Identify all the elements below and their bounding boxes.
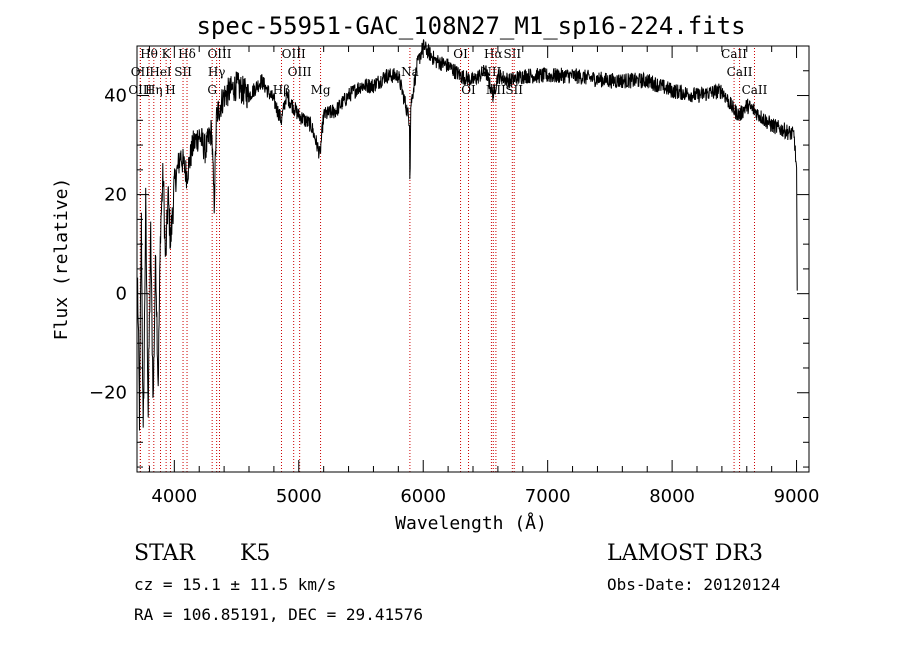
spectral-line-label: OIII (207, 47, 231, 61)
observation-date: Obs-Date: 20120124 (607, 575, 780, 594)
spectral-line-label: H (165, 83, 175, 97)
spectral-line-label: Hη (145, 83, 163, 97)
spectral-line-label: OI (453, 47, 468, 61)
object-subclass: K5 (240, 541, 270, 566)
spectral-line-label: G (207, 83, 217, 97)
x-tick-label: 7000 (525, 486, 571, 507)
spectral-line-label: Hγ (208, 65, 226, 79)
spectrum-figure: spec-55951-GAC_108N27_M1_sp16-224.fits H… (0, 0, 900, 649)
x-tick-label: 8000 (649, 486, 695, 507)
survey-label: LAMOST DR3 (607, 541, 763, 566)
spectral-line-label: Hδ (178, 47, 196, 61)
object-class: STAR (134, 541, 196, 566)
x-tick-label: 5000 (276, 486, 322, 507)
spectral-line-label: SII (174, 65, 192, 79)
spectral-line-label: CaII (727, 65, 753, 79)
coordinates: RA = 106.85191, DEC = 29.41576 (134, 605, 423, 624)
chart-title: spec-55951-GAC_108N27_M1_sp16-224.fits (196, 12, 745, 40)
spectral-line-label: HeI (149, 65, 172, 79)
y-tick-label: 40 (104, 86, 127, 107)
x-tick-label: 9000 (774, 486, 820, 507)
spectral-line-label: CaII (742, 83, 768, 97)
y-tick-label: −20 (89, 383, 127, 404)
spectral-line-label: OIII (282, 47, 306, 61)
redshift-cz: cz = 15.1 ± 11.5 km/s (134, 575, 336, 594)
axis-ticks: 4000 5000 6000 7000 8000 9000 −20 0 20 40 (89, 46, 819, 507)
spectrum-flux-line (138, 39, 798, 430)
spectral-line-label: SII (503, 47, 521, 61)
x-tick-label: 4000 (151, 486, 197, 507)
y-tick-label: 20 (104, 185, 127, 206)
y-tick-label: 0 (116, 284, 127, 305)
spectral-line-label: CaII (721, 47, 747, 61)
x-tick-label: 6000 (400, 486, 446, 507)
y-axis-label: Flux (relative) (51, 178, 72, 341)
spectral-line-label: OIII (288, 65, 312, 79)
spectrum-series (138, 39, 798, 430)
spectrum-chart: spec-55951-GAC_108N27_M1_sp16-224.fits H… (0, 0, 900, 649)
x-axis-label: Wavelength (Å) (395, 512, 547, 534)
spectral-line-label: Hα (484, 47, 503, 61)
spectral-line-label: OI (461, 83, 476, 97)
spectral-line-label: Mg (311, 83, 331, 97)
plot-frame (137, 46, 809, 472)
